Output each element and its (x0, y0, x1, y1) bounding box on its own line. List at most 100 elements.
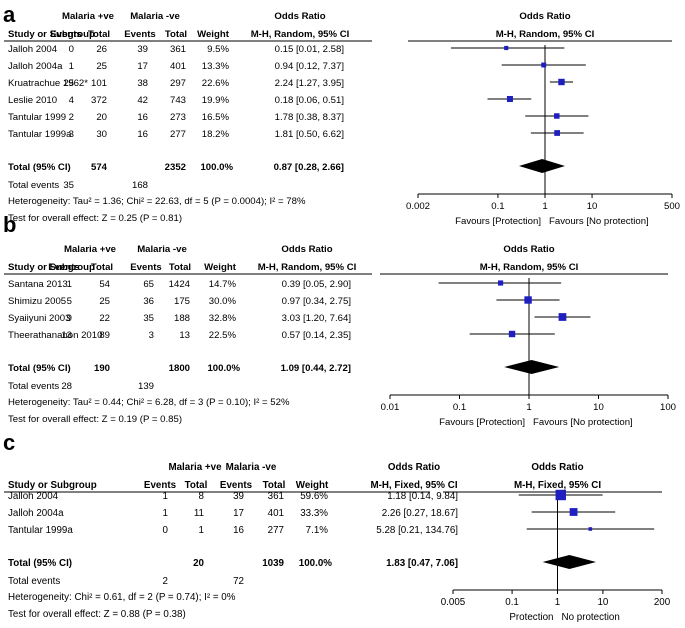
study-or-ci: 1.78 [0.38, 8.37] (275, 112, 344, 123)
study-marker (497, 280, 504, 286)
plot-title: Odds Ratio (519, 11, 570, 22)
events-positive: 2 (69, 112, 74, 123)
header-study: Study or Subgroup (8, 29, 95, 40)
x-tick-label: 10 (597, 597, 608, 608)
x-tick-label: 1 (526, 402, 531, 413)
header-total-negative: Total (263, 480, 286, 491)
total-events-negative: 139 (138, 381, 154, 392)
study-weight: 7.1% (306, 525, 329, 536)
group-header-negative: Malaria -ve (137, 244, 187, 255)
total-negative: 188 (174, 313, 190, 324)
total-positive: 20 (96, 112, 107, 123)
events-positive: 0 (163, 525, 169, 536)
study-marker (555, 489, 566, 501)
total-positive: 25 (99, 296, 110, 307)
study-name: Tantular 1999a (8, 525, 73, 536)
study-name: Leslie 2010 (8, 95, 57, 106)
total-events-label: Total events (8, 381, 59, 392)
total-positive: 22 (99, 313, 110, 324)
header-events-negative: Events (220, 480, 253, 491)
events-positive: 1 (163, 491, 168, 502)
x-tick-label: 500 (664, 201, 680, 212)
x-tick-label: 0.005 (441, 597, 466, 608)
pooled-diamond (542, 555, 597, 569)
total-positive: 54 (99, 279, 110, 290)
events-negative: 17 (233, 508, 244, 519)
study-weight: 16.5% (202, 112, 230, 123)
total-events-negative: 168 (132, 180, 148, 191)
total-negative: 13 (179, 330, 190, 341)
header-or-method: M-H, Random, 95% CI (251, 29, 350, 40)
study-weight: 22.6% (202, 78, 230, 89)
total-positive: 8 (199, 491, 205, 502)
total-label: Total (95% CI) (8, 363, 71, 374)
total-negative: 297 (170, 78, 186, 89)
header-study: Study or Subgroup (8, 480, 97, 491)
total-n-positive: 190 (94, 363, 110, 374)
study-weight: 9.5% (207, 44, 229, 55)
heterogeneity-stat: Heterogeneity: Tau² = 1.36; Chi² = 22.63… (8, 196, 306, 207)
total-negative: 1424 (169, 279, 191, 290)
header-total-negative: Total (165, 29, 187, 40)
total-events-positive: 2 (163, 576, 168, 587)
study-name: Kruatrachue 1962* (8, 78, 88, 89)
total-events-label: Total events (8, 576, 60, 587)
favours-left-label: Protection (509, 612, 553, 623)
total-negative: 361 (268, 491, 284, 502)
or-column-title: Odds Ratio (274, 11, 325, 22)
header-total-negative: Total (169, 262, 191, 273)
study-marker (508, 330, 516, 338)
events-negative: 36 (143, 296, 154, 307)
study-name: Shimizu 2005 (8, 296, 66, 307)
or-column-title: Odds Ratio (388, 462, 440, 473)
events-negative: 39 (137, 44, 148, 55)
forest-panel-a: a Malaria +ve Malaria -ve Odds Ratio Study o… (3, 2, 680, 227)
total-negative: 175 (174, 296, 190, 307)
study-or-ci: 0.97 [0.34, 2.75] (282, 296, 351, 307)
study-or-ci: 0.39 [0.05, 2.90] (282, 279, 351, 290)
study-marker (569, 508, 578, 516)
events-negative: 39 (233, 491, 244, 502)
study-name: Tantular 1999a (8, 129, 72, 140)
events-positive: 3 (69, 129, 74, 140)
total-or-ci: 1.83 [0.47, 7.06] (386, 558, 458, 569)
study-name: Tantular 1999 (8, 112, 66, 123)
study-or-ci: 2.26 [0.27, 18.67] (382, 508, 459, 519)
x-tick-label: 0.002 (406, 201, 430, 212)
total-positive: 101 (91, 78, 107, 89)
events-positive: 1 (67, 279, 72, 290)
x-tick-label: 10 (587, 201, 598, 212)
forest-panel-c: c Malaria +ve Malaria -ve Odds Ratio Study o… (3, 430, 671, 623)
panel-letter: b (3, 212, 16, 237)
study-weight: 32.8% (209, 313, 237, 324)
total-n-negative: 1800 (169, 363, 190, 374)
pooled-diamond (504, 360, 560, 374)
total-n-positive: 20 (193, 558, 204, 569)
study-or-ci: 3.03 [1.20, 7.64] (282, 313, 351, 324)
x-tick-label: 0.1 (505, 597, 519, 608)
events-negative: 65 (143, 279, 154, 290)
favours-right-label: No protection (562, 612, 620, 623)
study-marker (506, 95, 513, 103)
events-negative: 16 (137, 112, 148, 123)
events-positive: 1 (69, 61, 74, 72)
favours-left-label: Favours [Protection] (455, 216, 541, 227)
forest-panel-b: b Malaria +ve Malaria -ve Odds Ratio Study o… (3, 212, 676, 428)
total-events-negative: 72 (233, 576, 244, 587)
total-or-ci: 1.09 [0.44, 2.72] (281, 363, 351, 374)
header-events-positive: Events (48, 262, 79, 273)
events-negative: 17 (137, 61, 148, 72)
events-positive: 9 (67, 313, 72, 324)
x-tick-label: 10 (593, 402, 604, 413)
x-tick-label: 1 (542, 201, 547, 212)
total-or-ci: 0.87 [0.28, 2.66] (274, 162, 344, 173)
study-or-ci: 2.24 [1.27, 3.95] (275, 78, 344, 89)
study-marker (504, 45, 509, 51)
events-positive: 25 (63, 78, 74, 89)
study-weight: 13.3% (202, 61, 230, 72)
header-events-positive: Events (50, 29, 81, 40)
total-n-positive: 574 (91, 162, 108, 173)
events-positive: 1 (163, 508, 168, 519)
x-tick-label: 100 (660, 402, 676, 413)
study-marker (541, 62, 547, 68)
